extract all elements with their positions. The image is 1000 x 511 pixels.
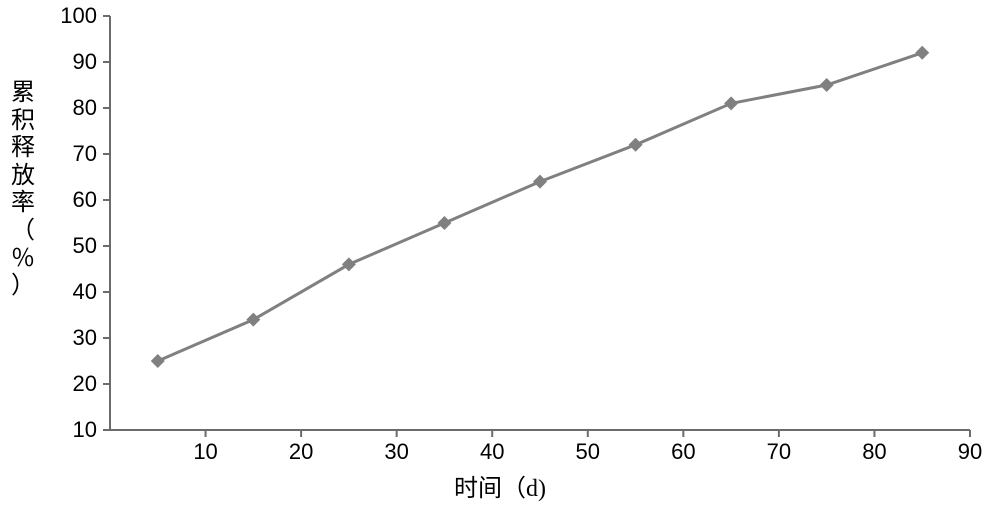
data-marker: [437, 216, 451, 230]
x-axis-label: 时间（d): [0, 468, 1000, 503]
data-marker: [151, 354, 165, 368]
data-marker: [533, 175, 547, 189]
y-axis-label: 累积释放率（％）: [8, 80, 38, 301]
data-marker: [342, 257, 356, 271]
data-marker: [915, 46, 929, 60]
y-tick-label: 90: [73, 49, 97, 74]
chart-svg: 10 20 30 40 50 60 70 80 90 100 10 20 30 40 50 60 70 80 90: [0, 0, 1000, 480]
y-tick-label: 30: [73, 325, 97, 350]
x-tick-label: 20: [289, 439, 313, 464]
data-marker: [246, 313, 260, 327]
release-rate-chart: 累积释放率（％） 10 20 30 40 50 60 70 80 90 100 10 20 30 40 50…: [0, 0, 1000, 511]
data-line: [158, 53, 922, 361]
x-tick-label: 10: [193, 439, 217, 464]
y-tick-label: 10: [73, 417, 97, 442]
x-tick-label: 90: [958, 439, 982, 464]
x-tick-label: 50: [576, 439, 600, 464]
x-tick-label: 30: [384, 439, 408, 464]
y-tick-label: 70: [73, 141, 97, 166]
y-tick-label: 100: [60, 3, 97, 28]
y-tick-label: 80: [73, 95, 97, 120]
y-tick-label: 50: [73, 233, 97, 258]
data-marker: [629, 138, 643, 152]
x-tick-label: 80: [862, 439, 886, 464]
y-tick-label: 60: [73, 187, 97, 212]
x-tick-label: 60: [671, 439, 695, 464]
y-tick-label: 40: [73, 279, 97, 304]
x-tick-label: 40: [480, 439, 504, 464]
x-tick-label: 70: [767, 439, 791, 464]
data-marker: [724, 96, 738, 110]
data-marker: [820, 78, 834, 92]
y-tick-label: 20: [73, 371, 97, 396]
